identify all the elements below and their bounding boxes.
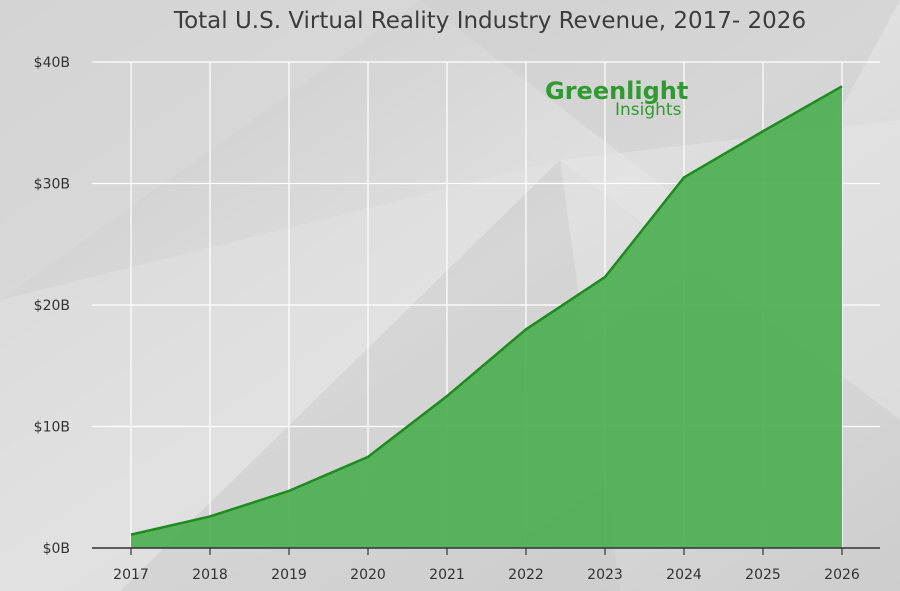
y-tick-label: $10B [34, 420, 70, 436]
series-line [130, 85, 843, 536]
axes [92, 547, 880, 555]
x-tick-label: 2024 [666, 567, 702, 583]
area-fill [131, 86, 842, 549]
y-tick-label: $0B [43, 541, 70, 557]
y-tick-label: $30B [34, 177, 70, 193]
chart-title: Total U.S. Virtual Reality Industry Reve… [173, 8, 806, 34]
x-tick-label: 2019 [271, 567, 307, 583]
logo-text-greenlight: Greenlight [545, 77, 688, 105]
x-tick-label: 2021 [429, 567, 465, 583]
x-tick-label: 2025 [745, 567, 781, 583]
logo-text-insights: Insights [615, 100, 682, 120]
x-tick-label: 2026 [824, 567, 860, 583]
x-tick-label: 2022 [508, 567, 544, 583]
y-tick-label: $20B [34, 298, 70, 314]
x-tick-label: 2017 [113, 567, 149, 583]
x-tick-label: 2023 [587, 567, 623, 583]
x-tick-label: 2018 [192, 567, 228, 583]
y-axis-labels: $0B $10B $20B $30B $40B [34, 55, 70, 557]
y-tick-label: $40B [34, 55, 70, 71]
x-axis-labels: 2017 2018 2019 2020 2021 2022 2023 2024 2025 2026 [113, 567, 860, 583]
x-tick-label: 2020 [350, 567, 386, 583]
